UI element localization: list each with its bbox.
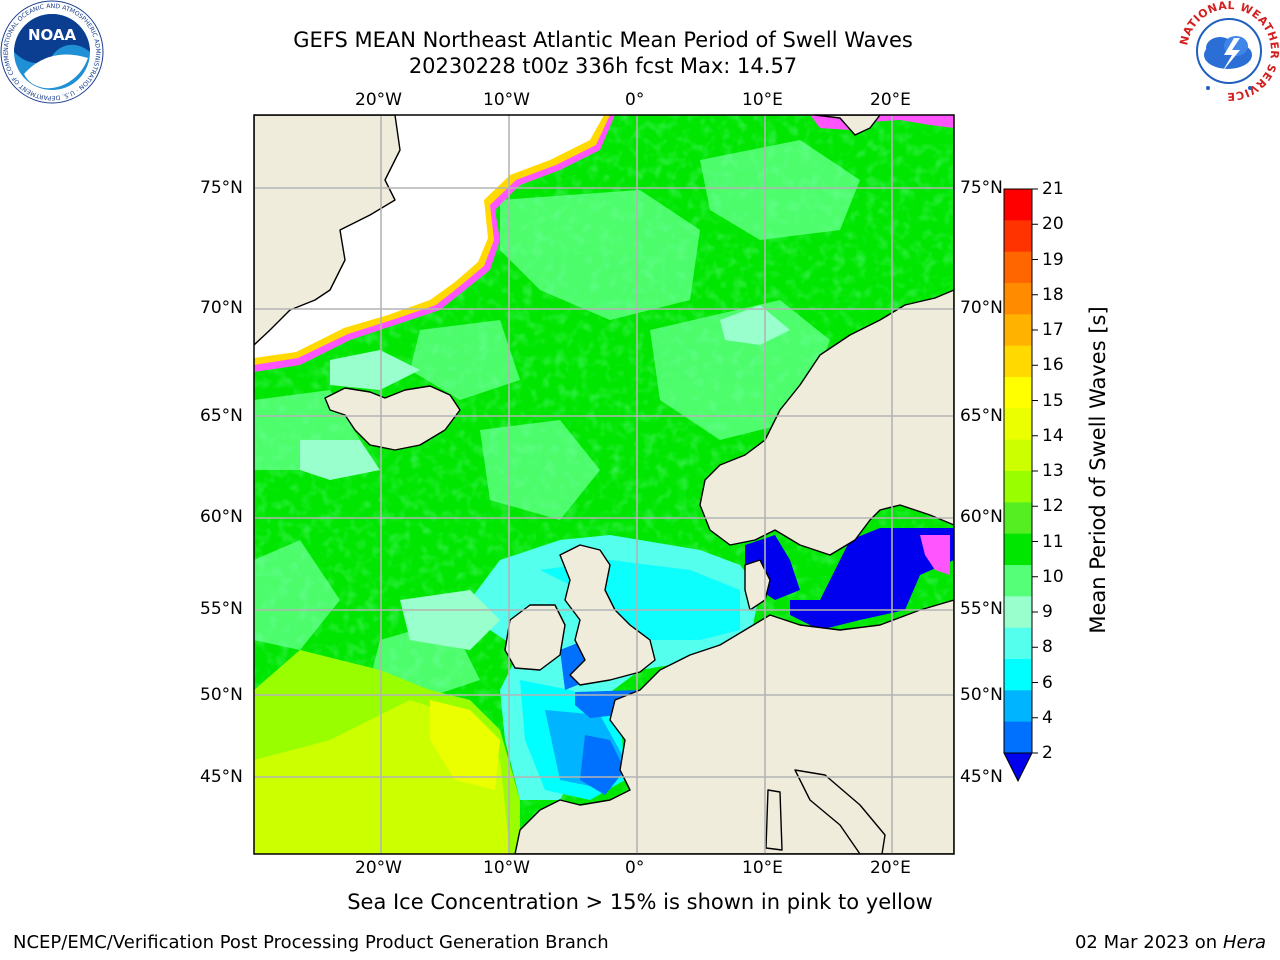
colorbar-band — [1004, 690, 1032, 723]
lat-label-right-75n: 75°N — [960, 178, 1003, 198]
colorbar-tick-label: 13 — [1042, 461, 1064, 481]
colorbar-band — [1004, 533, 1032, 566]
colorbar-band — [1004, 502, 1032, 535]
lat-label-right-65n: 65°N — [960, 406, 1003, 426]
sea-ice-caption: Sea Ice Concentration > 15% is shown in … — [347, 890, 933, 914]
lat-label-left-60n: 60°N — [200, 507, 243, 527]
colorbar-tick-label: 19 — [1042, 249, 1064, 270]
lat-label-left-75n: 75°N — [200, 178, 243, 198]
colorbar-under-arrow — [1003, 752, 1033, 783]
colorbar-band — [1004, 721, 1032, 754]
colorbar-tick-label: 6 — [1042, 672, 1053, 693]
colorbar-band — [1004, 627, 1032, 660]
colorbar-tick-label: 14 — [1042, 425, 1064, 446]
map-frame — [253, 114, 955, 855]
colorbar-band — [1004, 565, 1032, 597]
footer-credit: NCEP/EMC/Verification Post Processing Pr… — [13, 932, 609, 953]
colorbar-tick-label: 10 — [1042, 566, 1064, 587]
lon-label-bottom-20e: 20°E — [870, 858, 911, 878]
colorbar-tick-label: 16 — [1042, 355, 1064, 376]
colorbar-band — [1004, 596, 1032, 629]
lat-label-left-50n: 50°N — [200, 685, 243, 705]
lat-label-left-45n: 45°N — [200, 767, 243, 787]
lon-label-top-20w: 20°W — [355, 90, 402, 110]
lon-label-bottom-20w: 20°W — [355, 858, 402, 878]
land — [254, 115, 954, 854]
lon-label-top-10e: 10°E — [742, 90, 783, 110]
lon-label-bottom-0: 0° — [625, 858, 645, 878]
colorbar-tick-label: 15 — [1042, 390, 1064, 411]
lon-label-bottom-10w: 10°W — [483, 858, 530, 878]
noaa-logo: NATIONAL OCEANIC AND ATMOSPHERIC ADMINIS… — [0, 0, 104, 104]
map-field — [254, 115, 954, 854]
lon-label-top-0: 0° — [625, 90, 645, 110]
lon-label-top-20e: 20°E — [870, 90, 911, 110]
lon-label-top-10w: 10°W — [483, 90, 530, 110]
field-13-14s — [430, 700, 500, 790]
colorbar-band — [1004, 408, 1032, 441]
colorbar-band — [1004, 439, 1032, 472]
colorbar-tick-label: 12 — [1042, 496, 1064, 517]
lat-label-right-70n: 70°N — [960, 298, 1003, 318]
colorbar-band — [1004, 659, 1032, 691]
colorbar-tick-label: 9 — [1042, 602, 1053, 622]
lat-label-right-55n: 55°N — [960, 599, 1003, 619]
colorbar-tick-label: 18 — [1042, 284, 1064, 305]
chart-title: GEFS MEAN Northeast Atlantic Mean Period… — [293, 28, 913, 52]
nws-logo: NATIONAL WEATHER SERVICE — [1178, 0, 1280, 102]
field-8-9s — [300, 305, 790, 480]
lon-label-bottom-10e: 10°E — [742, 858, 783, 878]
colorbar-band — [1004, 283, 1032, 315]
colorbar — [1003, 188, 1038, 783]
colorbar-band — [1004, 471, 1032, 503]
colorbar-band — [1004, 345, 1032, 378]
colorbar-tick-label: 20 — [1042, 214, 1064, 235]
lat-label-right-50n: 50°N — [960, 685, 1003, 705]
lat-label-left-65n: 65°N — [200, 406, 243, 426]
footer-machine: Hera — [1222, 932, 1266, 953]
colorbar-band — [1004, 189, 1032, 221]
footer-date: 02 Mar 2023 on Hera — [1074, 932, 1266, 953]
colorbar-band — [1004, 377, 1032, 409]
colorbar-tick-label: 21 — [1042, 179, 1064, 199]
colorbar-tick-label: 11 — [1042, 531, 1064, 552]
lat-label-left-55n: 55°N — [200, 599, 243, 619]
colorbar-tick-label: 17 — [1042, 320, 1064, 340]
lat-label-right-60n: 60°N — [960, 507, 1003, 527]
colorbar-band — [1004, 251, 1032, 284]
chart-subtitle: 20230228 t00z 336h fcst Max: 14.57 — [408, 54, 798, 78]
colorbar-tick-label: 2 — [1042, 743, 1053, 763]
lat-label-left-70n: 70°N — [200, 298, 243, 318]
colorbar-band — [1004, 220, 1032, 253]
lat-label-right-45n: 45°N — [960, 767, 1003, 787]
colorbar-tick-label: 4 — [1042, 707, 1053, 728]
colorbar-tick-label: 8 — [1042, 637, 1053, 658]
graticule — [254, 115, 954, 854]
colorbar-band — [1004, 314, 1032, 347]
svg-text:NOAA: NOAA — [28, 26, 77, 44]
